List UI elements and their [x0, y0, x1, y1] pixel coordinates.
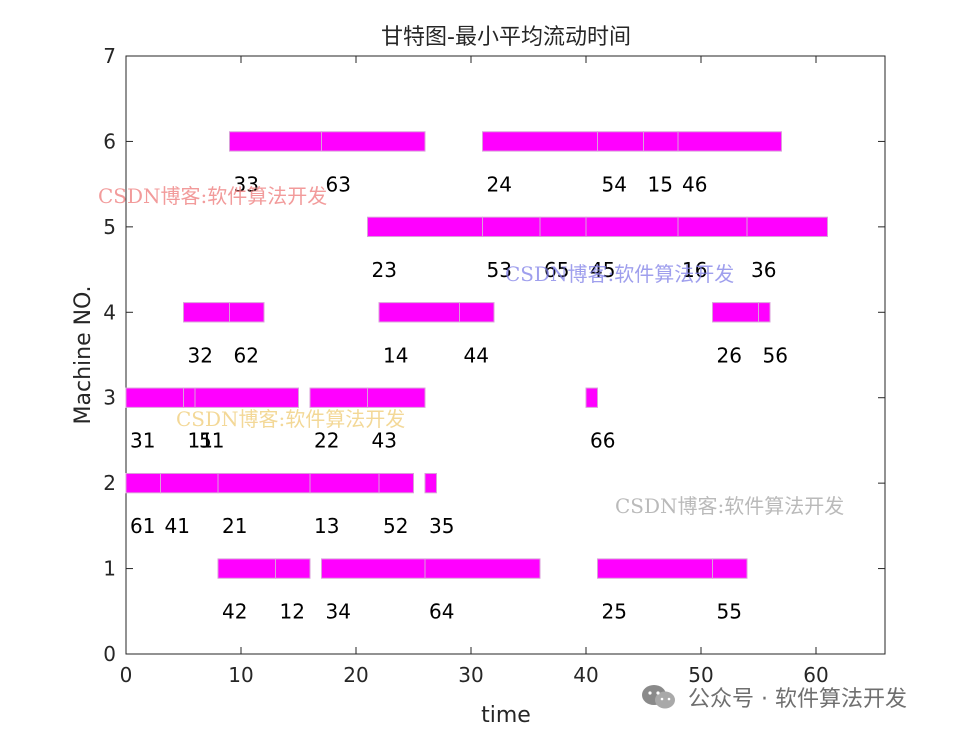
task-bar [585, 216, 679, 238]
task-bar [309, 472, 380, 494]
task-label: 65 [544, 258, 569, 282]
task-bar [482, 131, 598, 152]
task-bar [459, 302, 495, 323]
task-label: 41 [165, 514, 190, 538]
y-tick-label: 3 [103, 386, 116, 410]
task-label: 14 [383, 343, 408, 367]
watermark-text: CSDN博客:软件算法开发 [505, 262, 735, 286]
task-bar [125, 387, 184, 408]
task-bar [424, 472, 437, 494]
watermark-text: CSDN博客:软件算法开发 [176, 407, 406, 431]
task-label: 21 [222, 514, 247, 538]
y-tick-label: 6 [103, 129, 116, 153]
task-label: 61 [130, 514, 155, 538]
task-bar [539, 216, 587, 238]
plot-frame [125, 55, 886, 655]
x-tick-label: 30 [458, 663, 483, 687]
task-bar [160, 472, 219, 494]
task-bar [378, 302, 460, 323]
task-bar [585, 387, 598, 408]
task-label: 64 [429, 600, 454, 624]
x-tick-label: 10 [228, 663, 253, 687]
task-bar [229, 131, 322, 152]
task-bar [275, 558, 311, 579]
task-bar [712, 558, 748, 579]
watermark-text: CSDN博客:软件算法开发 [615, 494, 845, 518]
task-label: 42 [222, 600, 247, 624]
y-tick-label: 5 [103, 215, 116, 239]
task-label: 35 [429, 514, 454, 538]
task-label: 55 [717, 600, 742, 624]
y-tick-label: 0 [103, 642, 116, 666]
y-axis-label: Machine NO. [71, 286, 96, 425]
task-label: 34 [326, 600, 351, 624]
task-bar [643, 131, 679, 152]
chart-title: 甘特图-最小平均流动时间 [381, 25, 631, 50]
task-bar [758, 302, 771, 323]
task-bar [712, 302, 759, 323]
task-label: 43 [372, 429, 397, 453]
task-label: 36 [751, 258, 776, 282]
y-tick-label: 4 [103, 300, 116, 324]
task-label: 53 [487, 258, 512, 282]
task-bar [229, 302, 265, 323]
task-bar [482, 216, 541, 238]
task-label: 31 [130, 429, 155, 453]
task-bar [367, 387, 426, 408]
task-bar [217, 558, 276, 579]
footer-credit: 公众号 · 软件算法开发 [640, 680, 907, 714]
task-label: 22 [314, 429, 339, 453]
task-label: 54 [602, 172, 627, 196]
task-label: 11 [188, 429, 213, 453]
y-tick-label: 7 [103, 44, 116, 68]
task-label: 46 [682, 172, 707, 196]
task-bar [424, 558, 541, 579]
x-tick-label: 20 [343, 663, 368, 687]
task-label: 66 [590, 429, 615, 453]
task-label: 26 [717, 343, 742, 367]
y-tick-label: 2 [103, 471, 116, 495]
footer-text: 公众号 · 软件算法开发 [688, 687, 907, 712]
task-label: 23 [372, 258, 397, 282]
task-label: 12 [280, 600, 305, 624]
watermark-text: CSDN博客:软件算法开发 [98, 184, 328, 208]
task-bar [597, 131, 644, 152]
task-bar [321, 131, 426, 152]
task-bar [677, 216, 748, 238]
task-bar [125, 472, 161, 494]
task-bar [183, 302, 230, 323]
task-label: 32 [188, 343, 213, 367]
task-label: 63 [326, 172, 351, 196]
task-bar [378, 472, 414, 494]
task-label: 16 [682, 258, 707, 282]
x-tick-label: 0 [120, 663, 133, 687]
task-bar [321, 558, 426, 579]
task-label: 56 [763, 343, 788, 367]
x-tick-label: 50 [688, 663, 713, 687]
task-bar [677, 131, 782, 152]
task-label: 52 [383, 514, 408, 538]
task-label: 24 [487, 172, 512, 196]
task-label: 62 [234, 343, 259, 367]
task-label: 51 [199, 429, 224, 453]
task-bar [746, 216, 828, 238]
task-label: 33 [234, 172, 259, 196]
task-bar [367, 216, 483, 238]
x-tick-label: 40 [573, 663, 598, 687]
task-label: 45 [590, 258, 615, 282]
wechat-icon [642, 685, 675, 709]
task-label: 15 [648, 172, 673, 196]
task-label: 25 [602, 600, 627, 624]
task-bar [194, 387, 299, 408]
task-bar [597, 558, 713, 579]
task-bar [217, 472, 311, 494]
task-label: 13 [314, 514, 339, 538]
x-tick-label: 60 [803, 663, 828, 687]
y-tick-label: 1 [103, 557, 116, 581]
x-axis-label: time [481, 703, 531, 728]
task-label: 44 [464, 343, 489, 367]
